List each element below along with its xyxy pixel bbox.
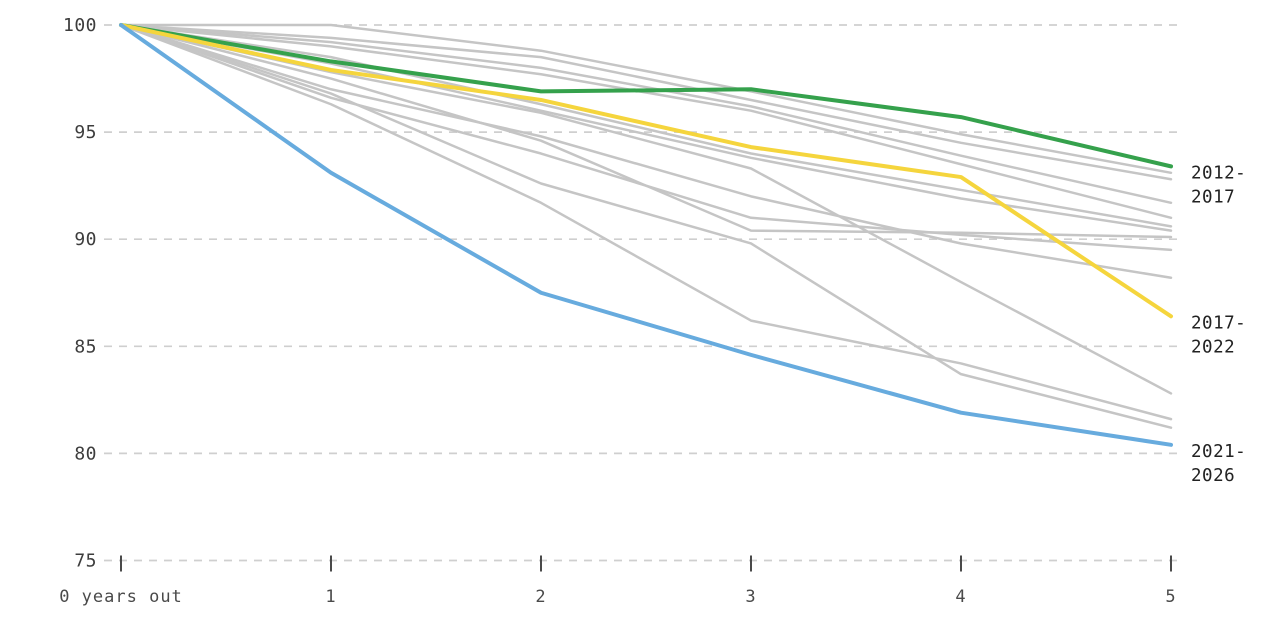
x-tick-label-1: 1 (325, 587, 336, 607)
y-tick-label-100: 100 (63, 15, 97, 36)
series-label-2012-2017-line2: 2017 (1191, 187, 1235, 207)
background-line-7 (119, 23, 1173, 252)
y-tick-label-95: 95 (74, 122, 97, 143)
y-tick-label-80: 80 (74, 443, 97, 464)
x-tick-label-0: 0 years out (59, 587, 183, 607)
x-tick-label-3: 3 (745, 587, 756, 607)
y-tick-label-90: 90 (74, 229, 97, 250)
background-line-0 (119, 23, 1173, 175)
background-line-2 (119, 23, 1173, 205)
background-line-3 (119, 23, 1173, 220)
x-tick-label-5: 5 (1165, 587, 1176, 607)
series-line-2012-2017 (119, 23, 1173, 169)
background-line-4 (119, 23, 1173, 228)
series-line-2021-2026 (119, 23, 1173, 447)
y-tick-label-85: 85 (74, 336, 97, 357)
series-label-2021-2026-line2: 2026 (1191, 466, 1235, 486)
background-line-8 (119, 23, 1173, 280)
background-line-1 (119, 23, 1173, 181)
background-line-11 (119, 23, 1173, 429)
x-tick-label-2: 2 (535, 587, 546, 607)
series-label-2017-2022-line2: 2022 (1191, 337, 1235, 357)
series-label-2012-2017-line1: 2012- (1191, 163, 1246, 183)
series-label-2017-2022-line1: 2017- (1191, 313, 1246, 333)
x-tick-label-4: 4 (955, 587, 966, 607)
background-line-10 (119, 23, 1173, 421)
series-label-2021-2026-line1: 2021- (1191, 442, 1246, 462)
series-line-2017-2022 (119, 23, 1173, 319)
y-tick-label-75: 75 (74, 551, 97, 572)
